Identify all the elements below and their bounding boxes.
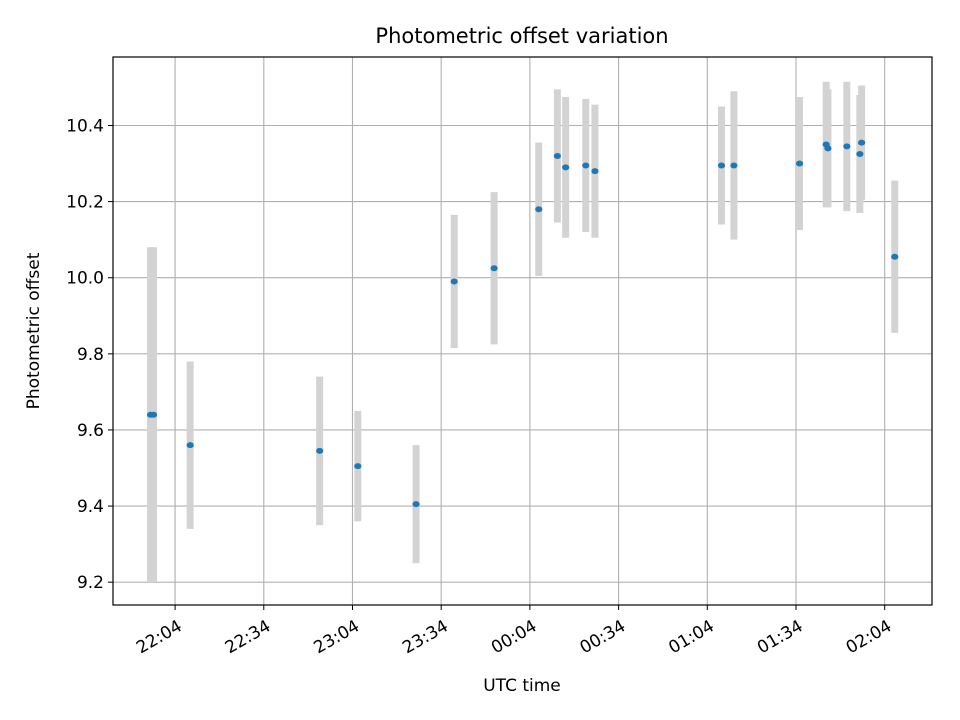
y-tick-label: 10.0: [66, 269, 104, 289]
data-point: [149, 411, 158, 418]
data-point: [795, 160, 804, 167]
y-tick-label: 10.2: [66, 193, 104, 213]
data-point: [582, 162, 590, 169]
y-tick-label: 9.6: [77, 421, 104, 441]
data-point: [316, 447, 324, 454]
y-tick-label: 9.2: [77, 573, 104, 593]
y-tick-label: 9.4: [77, 497, 104, 517]
data-point: [553, 152, 561, 159]
data-point: [891, 253, 899, 260]
y-tick-label: 9.8: [77, 345, 104, 365]
y-tick-label: 10.4: [66, 117, 104, 137]
grid-layer: [113, 57, 932, 605]
data-point: [412, 501, 420, 508]
x-axis-label: UTC time: [483, 676, 561, 696]
data-point: [856, 151, 864, 158]
data-point: [535, 206, 543, 213]
data-point: [591, 168, 599, 175]
plot-frame: [112, 56, 933, 606]
point-layer: [146, 139, 899, 508]
data-point: [730, 162, 738, 169]
y-axis-label: Photometric offset: [24, 252, 44, 409]
data-point: [450, 278, 458, 285]
data-point: [562, 164, 570, 171]
data-point: [354, 463, 362, 470]
data-point: [824, 145, 832, 152]
data-point: [858, 139, 866, 146]
data-point: [843, 143, 851, 150]
chart-title: Photometric offset variation: [375, 24, 668, 48]
data-point: [717, 162, 726, 169]
data-point: [490, 265, 498, 272]
data-point: [186, 442, 194, 449]
